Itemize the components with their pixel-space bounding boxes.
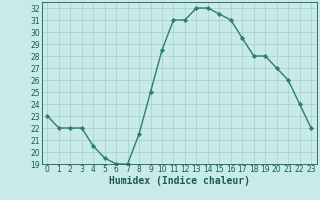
X-axis label: Humidex (Indice chaleur): Humidex (Indice chaleur) bbox=[109, 176, 250, 186]
